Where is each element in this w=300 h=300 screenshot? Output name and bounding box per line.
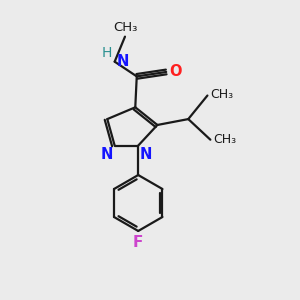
Text: N: N — [140, 147, 152, 162]
Text: N: N — [116, 54, 128, 69]
Text: CH₃: CH₃ — [210, 88, 233, 100]
Text: O: O — [169, 64, 182, 80]
Text: H: H — [102, 46, 112, 60]
Text: CH₃: CH₃ — [213, 133, 236, 146]
Text: F: F — [133, 236, 143, 250]
Text: CH₃: CH₃ — [113, 21, 137, 34]
Text: N: N — [101, 147, 113, 162]
